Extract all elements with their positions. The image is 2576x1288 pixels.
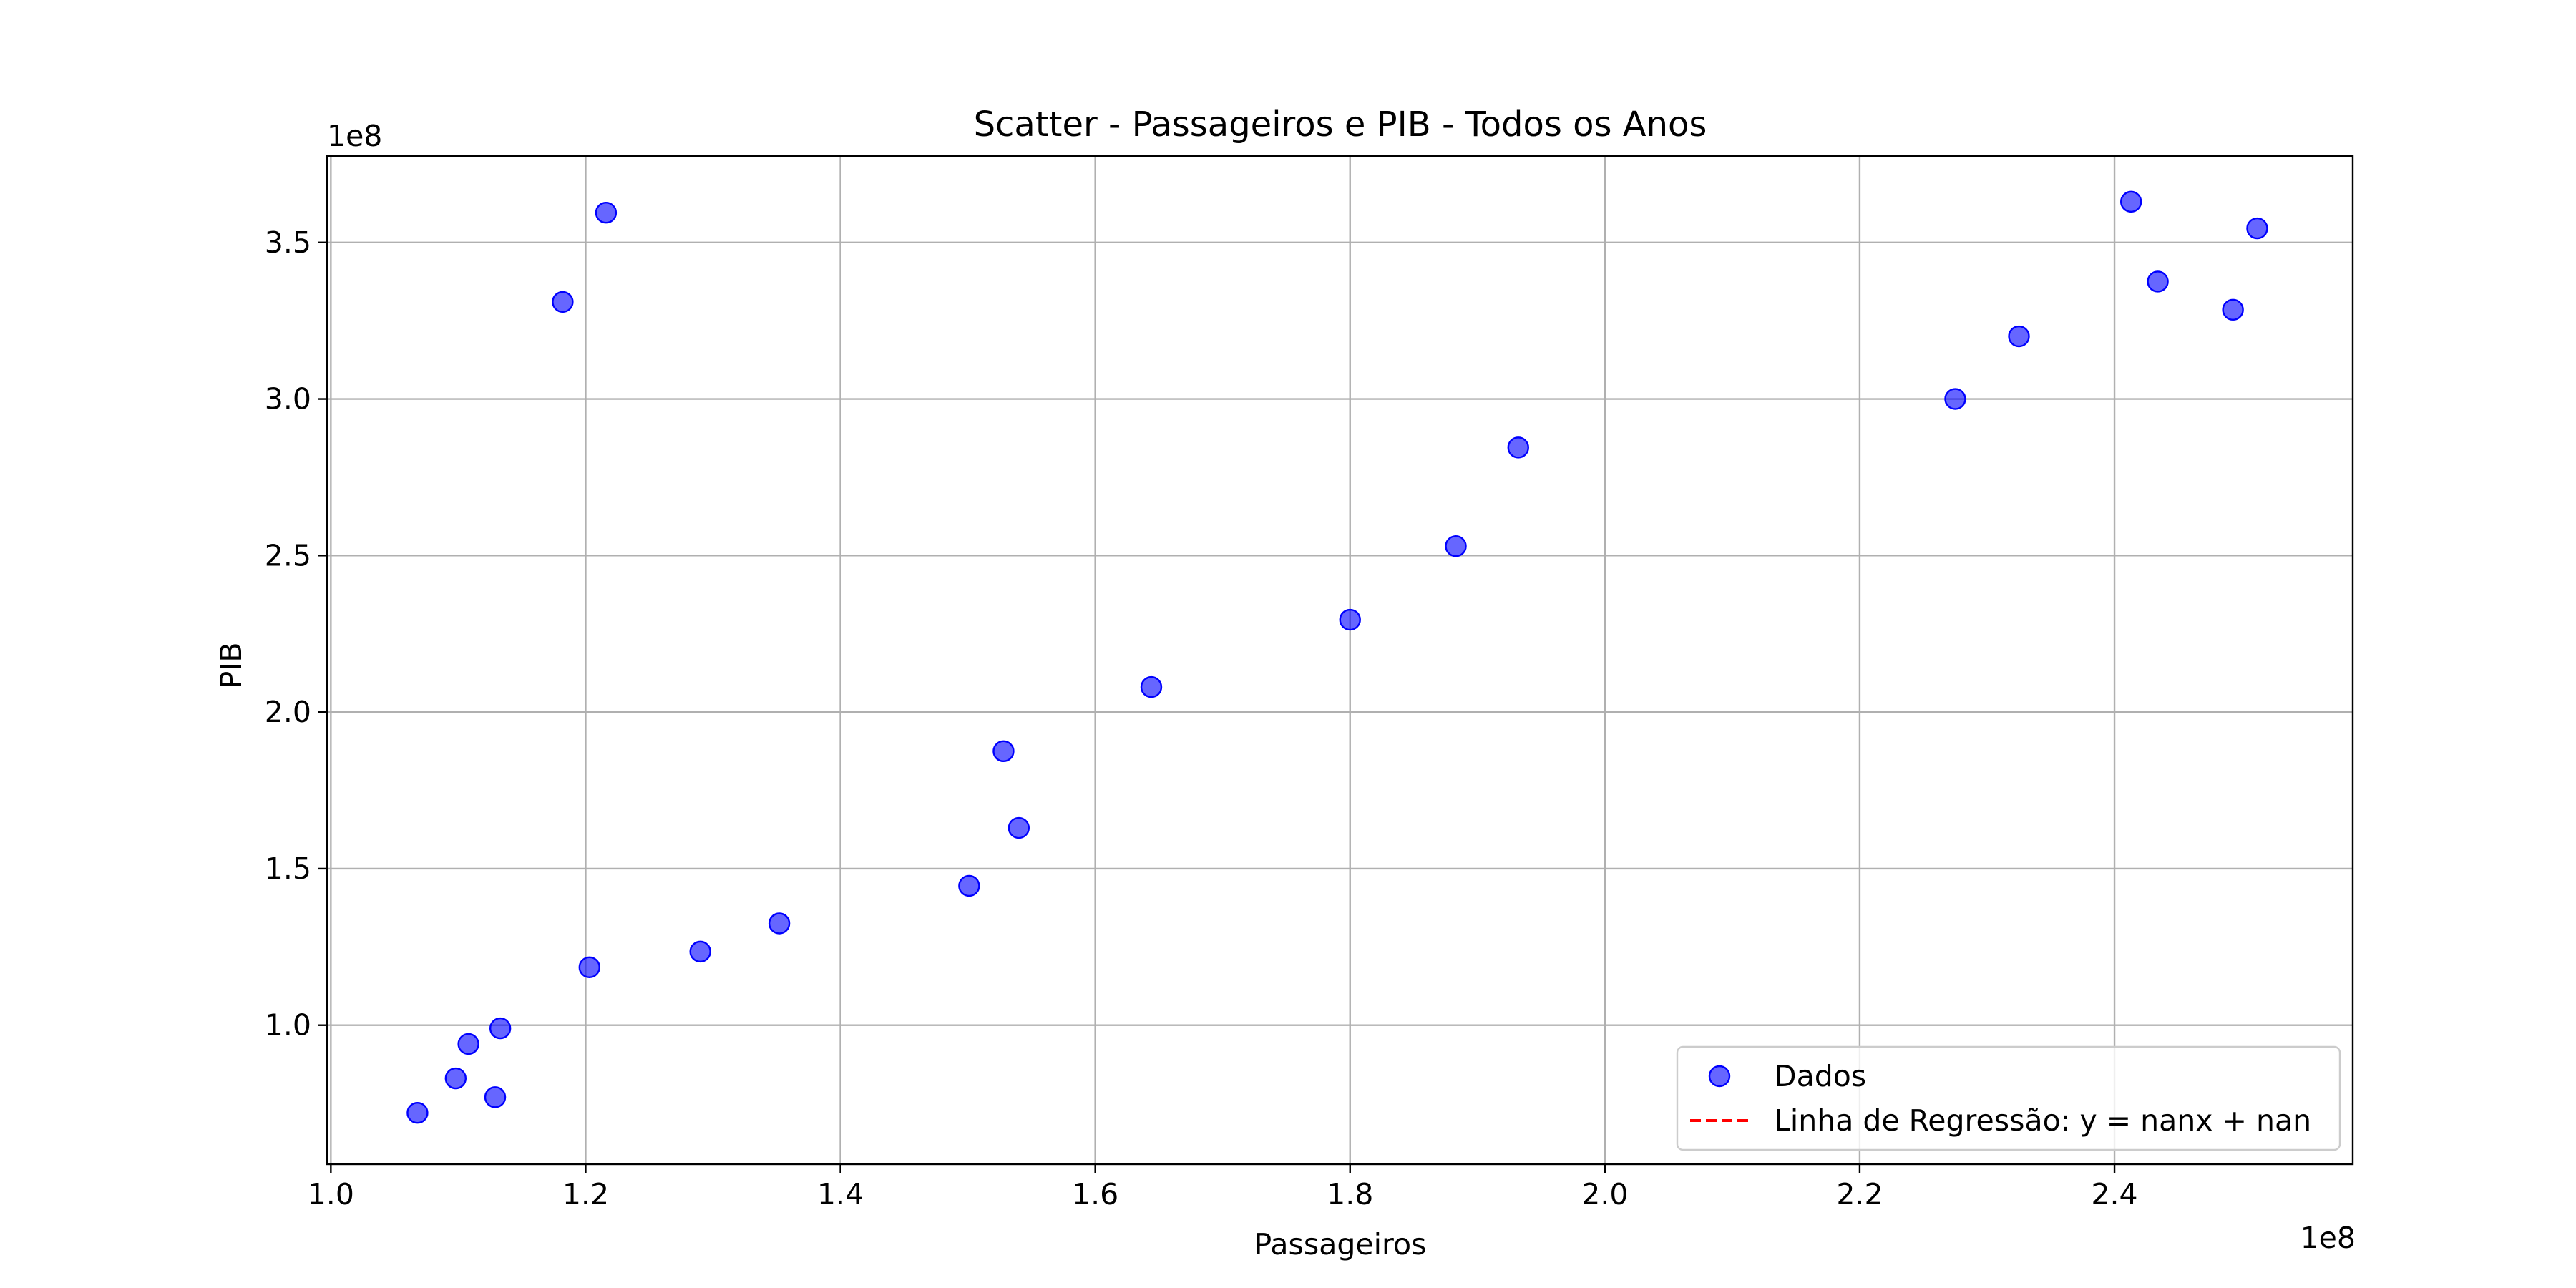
- legend: Dados Linha de Regressão: y = nanx + nan: [1676, 1045, 2341, 1151]
- data-points: [406, 190, 2268, 1124]
- x-axis-label: Passageiros: [1254, 1227, 1427, 1262]
- y-tick-label: 1.5: [265, 852, 311, 886]
- data-point: [484, 1086, 507, 1108]
- data-point: [2119, 190, 2142, 213]
- y-axis-offset-label: 1e8: [327, 119, 382, 153]
- data-point: [2222, 298, 2244, 321]
- x-tick-label: 1.8: [1327, 1177, 1373, 1211]
- x-tick-label: 2.2: [1836, 1177, 1883, 1211]
- legend-box: [1676, 1045, 2341, 1151]
- data-point: [406, 1102, 429, 1124]
- data-point: [2246, 217, 2268, 240]
- data-point: [992, 740, 1015, 763]
- legend-marker-dados: [1708, 1065, 1731, 1088]
- chart-title: Scatter - Passageiros e PIB - Todos os A…: [974, 104, 1707, 145]
- y-tick-label: 2.5: [265, 538, 311, 572]
- y-tick-label: 3.0: [265, 382, 311, 416]
- y-axis-label: PIB: [214, 643, 248, 689]
- legend-label-dados: Dados: [1774, 1059, 1866, 1093]
- data-point: [595, 202, 618, 224]
- x-axis-offset-label: 1e8: [2301, 1221, 2356, 1255]
- x-tick-label: 2.0: [1581, 1177, 1628, 1211]
- data-point: [2008, 325, 2030, 348]
- data-point: [768, 912, 791, 935]
- data-point: [552, 291, 574, 313]
- grid: [327, 156, 2353, 1164]
- data-point: [958, 874, 980, 897]
- data-point: [1140, 675, 1163, 698]
- data-point: [578, 956, 600, 978]
- axis-ticks: 1.0 1.2 1.4 1.6 1.8 2.0 2.2 2.4 1.0 1.5 2.0 2.5 3.0 3…: [265, 225, 2138, 1211]
- data-point: [457, 1033, 479, 1055]
- y-tick-label: 2.0: [265, 695, 311, 729]
- x-tick-label: 2.4: [2091, 1177, 2137, 1211]
- data-point: [1008, 816, 1030, 839]
- data-point: [2147, 270, 2169, 293]
- x-tick-label: 1.6: [1072, 1177, 1118, 1211]
- data-point: [1445, 535, 1467, 557]
- y-tick-label: 3.5: [265, 225, 311, 260]
- data-point: [444, 1067, 467, 1090]
- data-point: [489, 1017, 512, 1040]
- legend-label-regression: Linha de Regressão: y = nanx + nan: [1774, 1103, 2311, 1138]
- x-tick-label: 1.2: [562, 1177, 609, 1211]
- data-point: [1339, 608, 1361, 631]
- x-tick-label: 1.0: [308, 1177, 354, 1211]
- data-point: [689, 940, 711, 963]
- data-point: [1507, 436, 1529, 459]
- y-tick-label: 1.0: [265, 1008, 311, 1043]
- plot-frame: [326, 155, 2354, 1166]
- data-point: [1944, 388, 1966, 410]
- x-tick-label: 1.4: [817, 1177, 864, 1211]
